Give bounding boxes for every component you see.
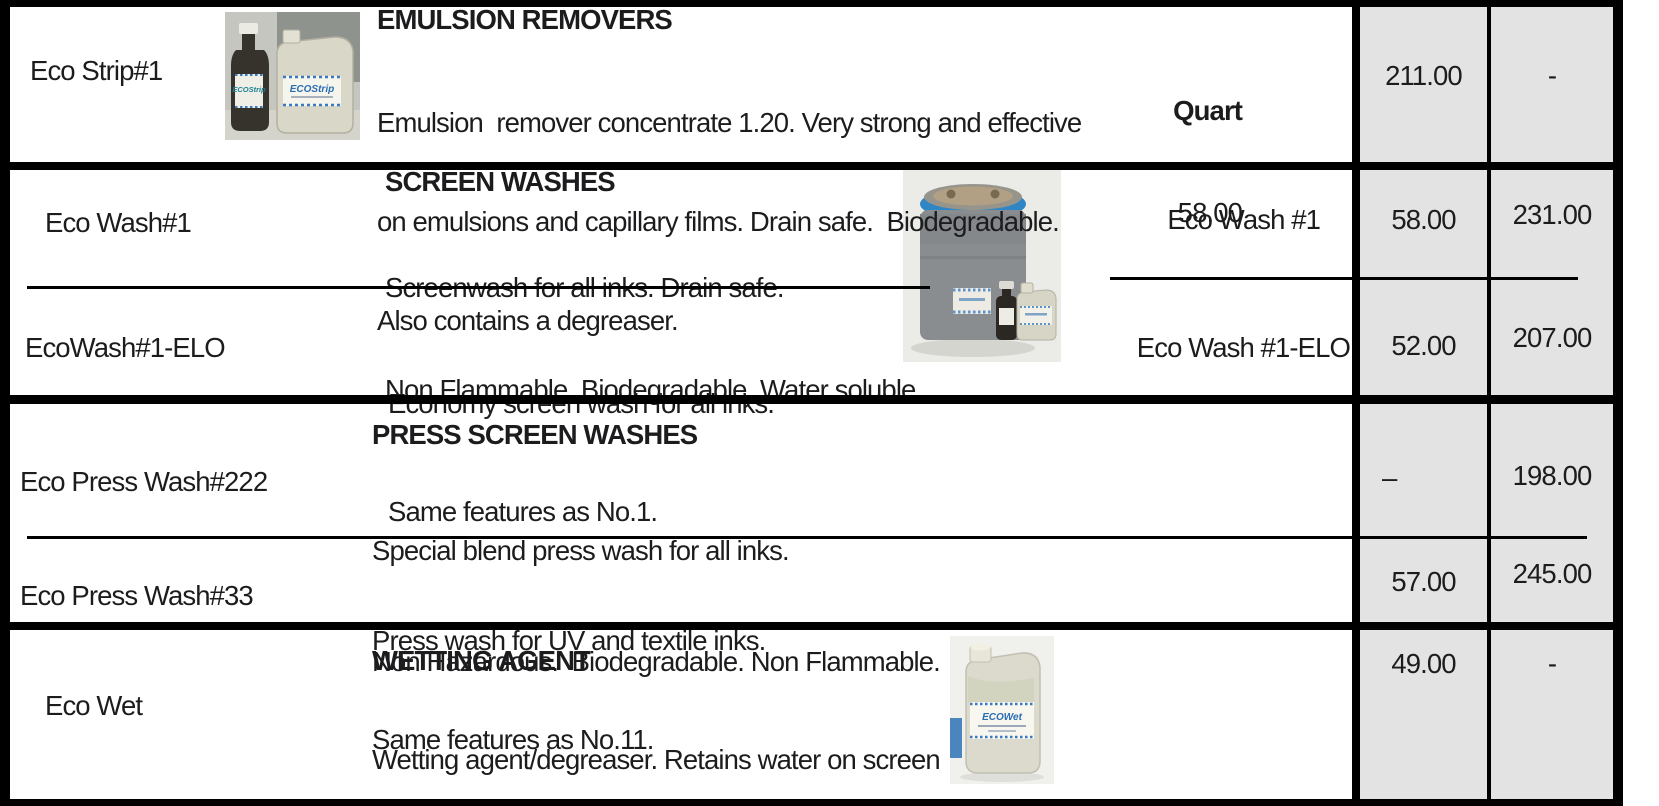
description-line: Wetting agent/degreaser. Retains water o… bbox=[372, 744, 941, 775]
divider-screen-wash-right bbox=[1110, 277, 1578, 280]
product-description: Special blend press wash for all inks. N… bbox=[372, 458, 941, 754]
description-line: Same features as No.1. bbox=[388, 496, 658, 527]
eco-wet-photo-svg: ECOWet bbox=[950, 636, 1054, 784]
product-description: Press wash for UV and textile inks. Same… bbox=[372, 558, 766, 806]
price-col1-value: 211.00 bbox=[1385, 60, 1463, 91]
category-heading: SCREEN WASHES bbox=[385, 166, 616, 197]
description-line: Special blend press wash for all inks. bbox=[372, 535, 790, 566]
divider-press-wash bbox=[27, 536, 1587, 539]
unit-size-block: Quart 58.00 bbox=[1040, 26, 1243, 298]
category-heading: PRESS SCREEN WASHES bbox=[372, 419, 698, 450]
border-after-screen-washes bbox=[0, 395, 1623, 404]
bottle-label-text: ECOStrip bbox=[232, 85, 266, 94]
description-line: Same features as No.11. bbox=[372, 724, 654, 755]
eco-wet-label-text: ECOWet bbox=[982, 712, 1022, 723]
price-col1-value: 57.00 bbox=[1391, 566, 1456, 597]
border-after-press-washes bbox=[0, 622, 1623, 630]
border-price-block-left bbox=[1352, 0, 1360, 806]
description-line: Economy screen wash for all inks. bbox=[388, 386, 775, 422]
variant-label: Eco Wash #1 bbox=[1167, 204, 1321, 235]
divider-screen-wash-left bbox=[27, 286, 930, 289]
eco-wash-drum-photo bbox=[903, 170, 1061, 367]
price-col2-value: - bbox=[1547, 648, 1557, 679]
border-price-column-divider bbox=[1487, 0, 1491, 806]
eco-strip-product-photo: ECOStrip ECOStrip bbox=[225, 12, 360, 145]
price-col1-value: 52.00 bbox=[1391, 330, 1456, 361]
price-col2-value: 245.00 bbox=[1512, 558, 1593, 589]
product-description: Wetting agent/degreaser. Retains water o… bbox=[372, 682, 941, 806]
product-name: Eco Press Wash#222 bbox=[20, 466, 268, 497]
border-left bbox=[0, 0, 10, 806]
description-line: on emulsions and capillary films. Drain … bbox=[377, 206, 1060, 237]
product-name: Eco Strip#1 bbox=[30, 55, 163, 86]
variant-label: Eco Wash #1-ELO bbox=[1136, 332, 1351, 363]
price-col1-value: 49.00 bbox=[1391, 648, 1456, 679]
unit-size-label: Quart bbox=[1173, 95, 1243, 126]
price-col2-value: 231.00 bbox=[1512, 199, 1593, 230]
price-col2-value: - bbox=[1547, 60, 1557, 91]
eco-wash-photo-svg bbox=[903, 170, 1061, 362]
unit-size-price: 58.00 bbox=[1177, 197, 1243, 228]
description-line: Non Hazardous. Biodegradable. Non Flamma… bbox=[372, 646, 941, 677]
product-name: Eco Wet bbox=[45, 690, 143, 721]
border-right bbox=[1613, 0, 1623, 806]
description-line: Emulsion remover concentrate 1.20. Very … bbox=[377, 107, 1082, 138]
category-heading: EMULSION REMOVERS bbox=[377, 4, 673, 35]
border-top bbox=[0, 0, 1623, 7]
product-name: Eco Press Wash#33 bbox=[20, 580, 254, 611]
product-name: EcoWash#1-ELO bbox=[25, 332, 226, 363]
price-col2-value: 198.00 bbox=[1512, 460, 1593, 491]
eco-wet-product-photo: ECOWet bbox=[950, 636, 1054, 789]
category-heading: WETTING AGENT bbox=[372, 645, 591, 676]
product-description: Emulsion remover concentrate 1.20. Very … bbox=[377, 40, 1082, 403]
eco-strip-photo-svg: ECOStrip ECOStrip bbox=[225, 12, 360, 140]
price-col1-value: 58.00 bbox=[1391, 204, 1456, 235]
product-name: Eco Wash#1 bbox=[45, 207, 192, 238]
jug-label-text: ECOStrip bbox=[290, 84, 334, 95]
border-bottom bbox=[0, 799, 1623, 806]
border-after-row1 bbox=[0, 162, 1623, 170]
price-col2-value: 207.00 bbox=[1512, 322, 1593, 353]
description-line: Also contains a degreaser. bbox=[377, 305, 679, 336]
description-line: Press wash for UV and textile inks. bbox=[372, 625, 766, 656]
price-col1-value: – bbox=[1382, 462, 1397, 493]
